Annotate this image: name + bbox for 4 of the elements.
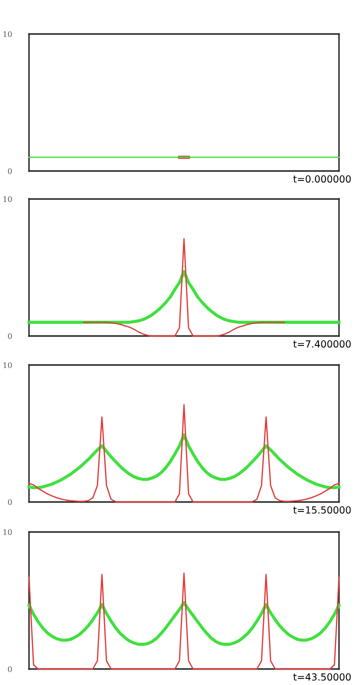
text: t=7.400000: [293, 340, 351, 348]
text: t=15.50000: [293, 506, 351, 514]
text: t=43.50000: [293, 673, 351, 681]
text: t=0.000000: [293, 175, 351, 183]
